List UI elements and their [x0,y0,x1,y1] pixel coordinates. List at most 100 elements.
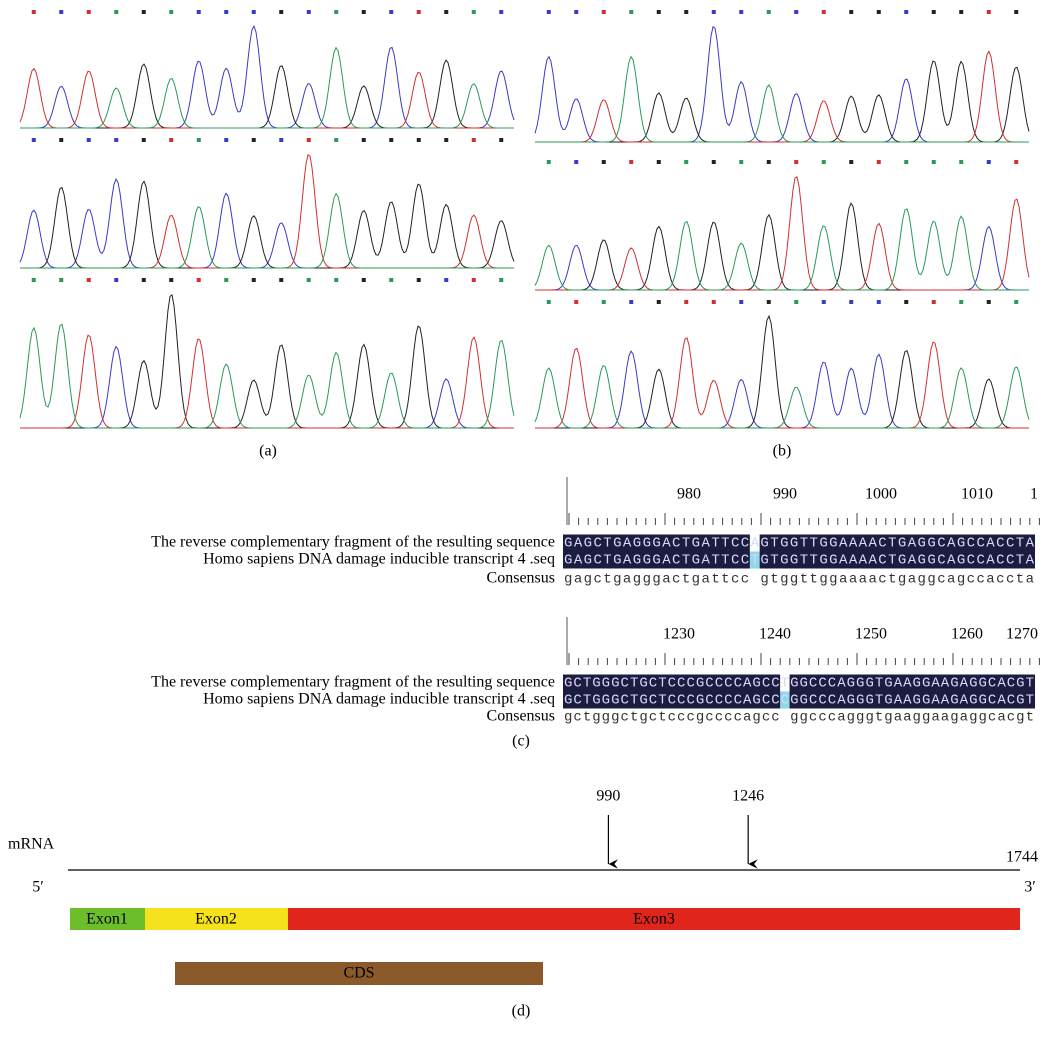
row-label: The reverse complementary fragment of th… [151,674,555,691]
base-call [444,10,448,14]
base-call [849,160,853,164]
base-call [87,138,91,142]
base-call [197,138,201,142]
base-call [822,160,826,164]
base-call [1014,300,1018,304]
caption: (a) [259,443,277,460]
position-label: 990 [596,788,620,805]
base-call [499,138,503,142]
base-call [987,300,991,304]
ruler-label: 990 [773,486,797,503]
base-call [712,10,716,14]
base-call [32,278,36,282]
base-call [657,10,661,14]
base-call [472,138,476,142]
trace [20,179,514,268]
base-call [252,10,256,14]
ruler-label: 1010 [961,486,993,503]
base-call [417,138,421,142]
base-call [547,10,551,14]
base-call [602,300,606,304]
base-call [657,300,661,304]
sequence: gctgggctgctcccgccccagcc ggcccagggtgaagga… [564,710,1034,726]
trace [535,177,1029,290]
base-call [849,10,853,14]
base-call [114,278,118,282]
base-call [307,138,311,142]
row-label: Consensus [487,570,555,587]
base-call [602,10,606,14]
base-call [574,160,578,164]
base-call [794,10,798,14]
base-call [547,160,551,164]
base-call [987,160,991,164]
caption: (c) [512,733,530,750]
row-label: Homo sapiens DNA damage inducible transc… [203,551,555,568]
end-label: 3′ [1024,879,1036,896]
base-call [904,160,908,164]
row-label: Consensus [487,708,555,725]
ruler-label: 980 [677,486,701,503]
base-call [684,10,688,14]
base-call [499,10,503,14]
exon-label: Exon2 [195,911,237,928]
trace [535,57,1029,142]
ruler-label: 1260 [951,626,983,643]
exon-label: Exon1 [86,911,128,928]
base-call [877,160,881,164]
base-call [224,278,228,282]
base-call [794,160,798,164]
base-call [849,300,853,304]
base-call [169,278,173,282]
caption: (b) [773,443,792,460]
trace [20,26,514,128]
base-call [307,10,311,14]
base-call [959,10,963,14]
base-call [547,300,551,304]
base-call [499,278,503,282]
base-call [877,10,881,14]
base-call [114,138,118,142]
row-label: Homo sapiens DNA damage inducible transc… [203,691,555,708]
sequence: GCTGGGCTGCTCCCGCCCCAGCCCGGCCCAGGGTGAAGGA… [564,693,1034,709]
base-call [362,138,366,142]
base-call [142,278,146,282]
row-label: The reverse complementary fragment of th… [151,534,555,551]
trace [535,51,1029,142]
base-call [224,10,228,14]
base-call [142,138,146,142]
base-call [987,10,991,14]
base-call [444,138,448,142]
base-call [629,160,633,164]
base-call [59,138,63,142]
base-call [1014,160,1018,164]
base-call [767,10,771,14]
sequence: gagctgagggactgattcc gtggttggaaaactgaggca… [564,572,1034,588]
base-call [574,300,578,304]
base-call [602,160,606,164]
base-call [334,278,338,282]
ruler-label: 1250 [855,626,887,643]
trace [535,61,1029,142]
molecule-label: mRNA [8,836,55,853]
base-call [114,10,118,14]
base-call [169,138,173,142]
ruler-label: 1230 [663,626,695,643]
ruler-label: 1270 [1006,626,1038,643]
base-call [334,138,338,142]
base-call [904,300,908,304]
base-call [142,10,146,14]
base-call [279,138,283,142]
base-call [932,10,936,14]
ruler-label: 1240 [759,626,791,643]
base-call [629,10,633,14]
trace [20,324,514,428]
base-call [224,138,228,142]
base-call [739,10,743,14]
trace [535,366,1029,428]
cds-label: CDS [343,965,374,982]
base-call [739,160,743,164]
base-call [252,138,256,142]
base-call [932,160,936,164]
base-call [959,160,963,164]
